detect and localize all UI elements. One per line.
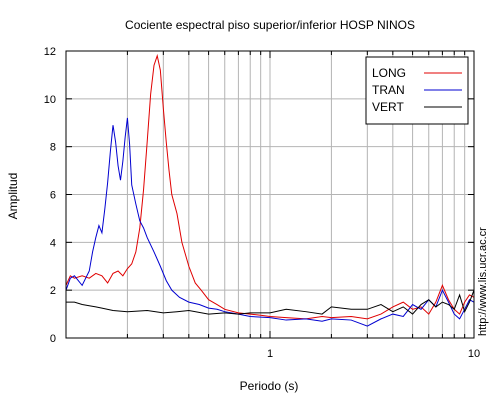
series-line-tran bbox=[65, 117, 475, 327]
series-layer bbox=[65, 53, 475, 327]
y-tick-label: 12 bbox=[44, 46, 56, 58]
y-axis-title: Amplitud bbox=[6, 173, 20, 220]
y-tick-label: 6 bbox=[50, 190, 56, 202]
x-axis-title: Periodo (s) bbox=[240, 379, 299, 393]
y-tick-label: 2 bbox=[50, 285, 56, 297]
source-url: http://www.lis.ucr.ac.cr bbox=[477, 227, 489, 336]
chart-title: Cociente espectral piso superior/inferio… bbox=[125, 18, 415, 32]
series-line-vert bbox=[66, 289, 475, 315]
legend: LONG TRAN VERT bbox=[365, 56, 469, 125]
y-tick-label: 0 bbox=[50, 333, 56, 345]
legend-label-tran: TRAN bbox=[372, 83, 405, 97]
grid-layer bbox=[66, 51, 474, 338]
y-tick-label: 10 bbox=[44, 94, 56, 106]
tick-layer: 0 2 4 6 8 10 12 1 10 bbox=[44, 46, 480, 360]
y-tick-label: 4 bbox=[50, 237, 56, 249]
y-tick-label: 8 bbox=[50, 142, 56, 154]
legend-label-vert: VERT bbox=[372, 100, 404, 114]
x-tick-label: 10 bbox=[468, 348, 480, 360]
legend-label-long: LONG bbox=[372, 66, 406, 80]
x-tick-label: 1 bbox=[267, 348, 273, 360]
